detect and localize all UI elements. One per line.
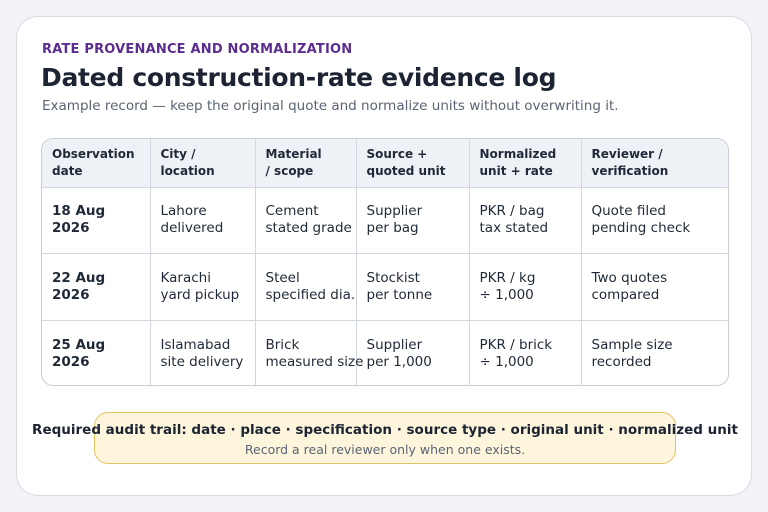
page-title: Dated construction-rate evidence log bbox=[41, 63, 557, 92]
cell-material-scope: Brick measured size bbox=[255, 320, 363, 385]
cell-observation-date: 18 Aug 2026 bbox=[42, 187, 151, 255]
audit-trail-note: Record a real reviewer only when one exi… bbox=[244, 442, 526, 457]
cell-city-location: Islamabad site delivery bbox=[150, 320, 256, 385]
section-eyebrow: RATE PROVENANCE AND NORMALIZATION bbox=[42, 42, 353, 57]
evidence-table: Observation date City / location Material /… bbox=[42, 139, 728, 385]
evidence-log-card: RATE PROVENANCE AND NORMALIZATION Dated … bbox=[16, 16, 752, 496]
cell-reviewer-verification: Two quotes compared bbox=[581, 253, 728, 321]
cell-reviewer-verification: Sample size recorded bbox=[591, 336, 673, 370]
audit-trail-requirement: Required audit trail: date · place · spe… bbox=[32, 422, 738, 438]
cell-normalized-rate: PKR / bag tax stated bbox=[469, 187, 582, 255]
cell-source-unit: Supplier per 1,000 bbox=[356, 320, 470, 385]
cell-normalized-rate: PKR / kg ÷ 1,000 bbox=[469, 253, 582, 321]
audit-trail-banner: Required audit trail: date · place · spe… bbox=[32, 412, 738, 464]
column-header-normalized-rate: Normalized unit + rate bbox=[469, 139, 582, 188]
cell-observation-date: 25 Aug 2026 bbox=[42, 320, 151, 385]
table-row: 18 Aug 2026 Lahore delivered Cement stated … bbox=[42, 187, 728, 255]
cell-reviewer-verification: Quote filed pending check bbox=[581, 187, 728, 255]
column-header-source-unit: Source + quoted unit bbox=[356, 139, 470, 188]
cell-source-unit: Supplier per bag bbox=[356, 187, 470, 255]
column-header-observation-date: Observation date bbox=[42, 139, 151, 188]
cell-city-location: Karachi yard pickup bbox=[150, 253, 256, 321]
cell-source-unit: Stockist per tonne bbox=[356, 253, 470, 321]
cell-city-location: Lahore delivered bbox=[150, 187, 256, 255]
column-header-material-scope: Material / scope bbox=[255, 139, 357, 188]
page-subtitle: Example record — keep the original quote… bbox=[42, 98, 619, 114]
cell-normalized-rate: PKR / brick ÷ 1,000 bbox=[469, 320, 582, 385]
cell-material-scope: Steel specified dia. bbox=[255, 253, 357, 321]
column-header-city-location: City / location bbox=[150, 139, 256, 188]
cell-material-scope: Cement stated grade bbox=[255, 187, 357, 255]
evidence-table-container: Observation date City / location Material /… bbox=[41, 138, 729, 386]
column-header-reviewer-verification: Reviewer / verification bbox=[581, 139, 728, 188]
table-row: 25 Aug 2026 Islamabad site delivery Brick m… bbox=[42, 320, 728, 385]
cell-observation-date: 22 Aug 2026 bbox=[42, 253, 151, 321]
table-row: 22 Aug 2026 Karachi yard pickup Steel speci… bbox=[42, 253, 728, 321]
table-header-row: Observation date City / location Material /… bbox=[42, 139, 728, 188]
